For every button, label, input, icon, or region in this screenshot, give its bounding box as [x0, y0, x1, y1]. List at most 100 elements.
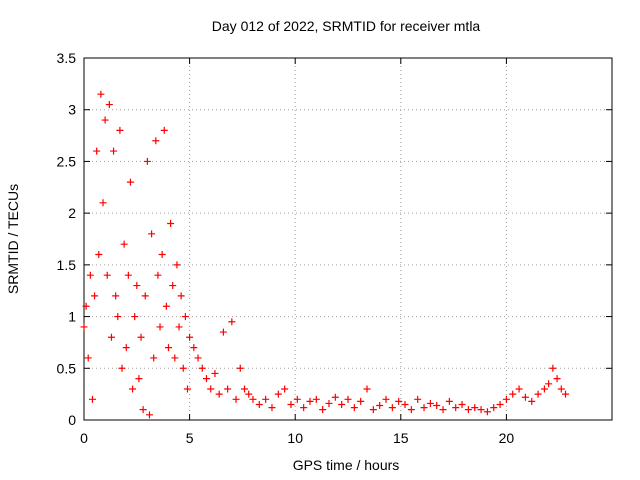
data-point — [122, 344, 130, 352]
data-point — [211, 369, 219, 377]
data-point — [300, 404, 308, 412]
data-point — [167, 219, 175, 227]
data-point — [401, 400, 409, 408]
data-point — [190, 344, 198, 352]
data-point — [395, 397, 403, 405]
y-tick-label: 1 — [68, 309, 76, 325]
grid-lines — [84, 58, 612, 420]
data-point — [202, 375, 210, 383]
data-point — [331, 393, 339, 401]
data-point — [255, 400, 263, 408]
data-point — [179, 364, 187, 372]
data-point — [135, 375, 143, 383]
data-point — [150, 354, 158, 362]
data-point — [105, 101, 113, 109]
data-point — [363, 385, 371, 393]
x-tick-label: 10 — [287, 430, 303, 446]
data-point — [319, 406, 327, 414]
data-point — [173, 261, 181, 269]
data-point — [152, 137, 160, 145]
x-axis-label: GPS time / hours — [293, 457, 400, 473]
data-point — [549, 364, 557, 372]
x-tick-label: 0 — [80, 430, 88, 446]
data-points — [80, 90, 570, 419]
data-point — [534, 390, 542, 398]
data-point — [84, 354, 92, 362]
data-point — [344, 395, 352, 403]
data-point — [502, 395, 510, 403]
data-point — [268, 404, 276, 412]
data-point — [118, 364, 126, 372]
data-point — [169, 282, 177, 290]
data-point — [452, 404, 460, 412]
data-point — [139, 406, 147, 414]
data-point — [245, 390, 253, 398]
data-point — [293, 395, 301, 403]
data-point — [407, 406, 415, 414]
data-point — [357, 397, 365, 405]
data-point — [420, 404, 428, 412]
data-point — [88, 395, 96, 403]
data-point — [515, 385, 523, 393]
data-point — [175, 323, 183, 331]
data-point — [262, 395, 270, 403]
data-point — [477, 406, 485, 414]
data-point — [338, 400, 346, 408]
data-point — [241, 385, 249, 393]
data-point — [483, 408, 491, 416]
data-point — [553, 375, 561, 383]
data-point — [91, 292, 99, 300]
data-point — [274, 390, 282, 398]
data-point — [215, 390, 223, 398]
y-tick-label: 1.5 — [57, 257, 77, 273]
data-point — [287, 400, 295, 408]
data-point — [82, 302, 90, 310]
data-point — [219, 328, 227, 336]
data-point — [95, 251, 103, 259]
y-axis-label: SRMTID / TECUs — [5, 184, 21, 294]
data-point — [137, 333, 145, 341]
plot-frame — [83, 57, 613, 421]
data-point — [207, 385, 215, 393]
y-tick-label: 3 — [68, 102, 76, 118]
data-point — [86, 271, 94, 279]
data-point — [490, 404, 498, 412]
data-point — [156, 323, 164, 331]
data-point — [186, 333, 194, 341]
data-point — [133, 282, 141, 290]
y-tick-label: 2.5 — [57, 153, 77, 169]
data-point — [114, 313, 122, 321]
data-point — [171, 354, 179, 362]
data-point — [224, 385, 232, 393]
axis-ticks: 0 0.5 1 1.5 2 2.5 3 3.5 0 5 10 15 20 — [57, 50, 612, 446]
data-point — [177, 292, 185, 300]
data-point — [93, 147, 101, 155]
data-point — [445, 397, 453, 405]
x-tick-label: 20 — [499, 430, 515, 446]
data-point — [562, 390, 570, 398]
x-tick-label: 15 — [393, 430, 409, 446]
data-point — [439, 406, 447, 414]
data-point — [101, 116, 109, 124]
data-point — [103, 271, 111, 279]
data-point — [249, 395, 257, 403]
data-point — [148, 230, 156, 238]
data-point — [236, 364, 244, 372]
data-point — [110, 147, 118, 155]
data-point — [232, 395, 240, 403]
chart-title: Day 012 of 2022, SRMTID for receiver mtl… — [212, 18, 481, 34]
data-point — [107, 333, 115, 341]
data-point — [458, 400, 466, 408]
data-point — [312, 395, 320, 403]
data-point — [388, 404, 396, 412]
y-tick-label: 0.5 — [57, 360, 77, 376]
data-point — [228, 318, 236, 326]
data-point — [509, 390, 517, 398]
data-point — [325, 399, 333, 407]
data-point — [521, 393, 529, 401]
data-point — [350, 404, 358, 412]
data-point — [557, 385, 565, 393]
y-tick-label: 3.5 — [57, 50, 77, 66]
data-point — [164, 344, 172, 352]
data-point — [145, 411, 153, 419]
